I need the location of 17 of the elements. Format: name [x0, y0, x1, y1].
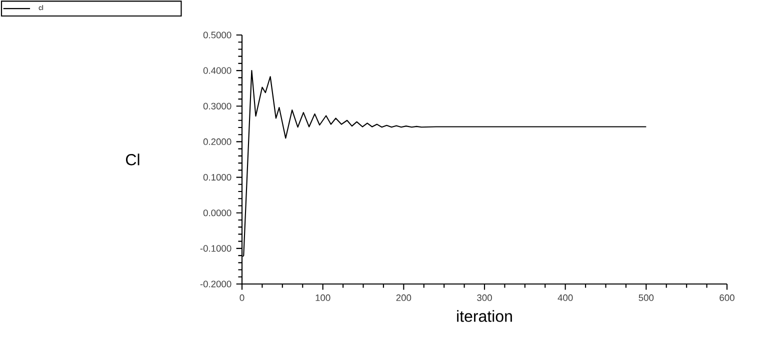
y-axis-title: Cl — [126, 154, 140, 166]
y-tick-label: 0.5000 — [203, 32, 232, 38]
x-tick-label: 400 — [558, 294, 573, 301]
x-tick-label: 0 — [240, 294, 244, 301]
x-tick-label: 100 — [316, 294, 330, 301]
y-tick-label: 0.3000 — [203, 102, 232, 110]
x-tick-label: 600 — [720, 294, 734, 301]
y-tick-label: -0.1000 — [200, 245, 232, 252]
x-axis-title: iteration — [457, 310, 512, 322]
x-tick-label: 300 — [477, 294, 492, 301]
y-tick-label: 0.1000 — [203, 174, 232, 181]
y-tick-label: 0.2000 — [203, 138, 232, 146]
y-tick-label: -0.2000 — [200, 280, 232, 288]
y-tick-label: 0.0000 — [203, 210, 232, 216]
y-tick-label: 0.4000 — [203, 67, 232, 74]
x-tick-label: 200 — [396, 294, 412, 301]
x-tick-label: 500 — [638, 294, 654, 301]
